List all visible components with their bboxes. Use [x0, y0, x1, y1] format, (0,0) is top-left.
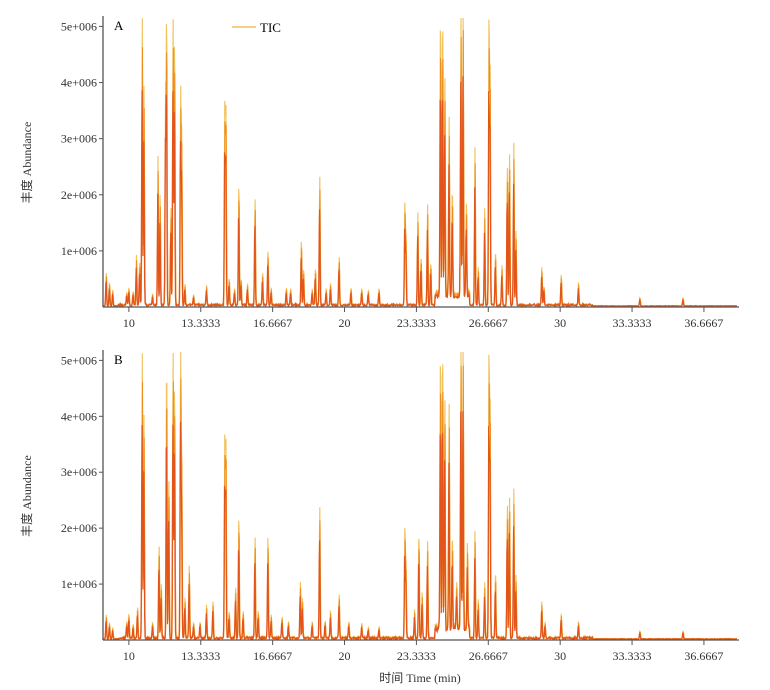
tic-trace-dark — [103, 76, 737, 307]
tic-trace-mid — [103, 365, 737, 640]
y-tick-label: 5e+006 — [61, 19, 97, 33]
x-tick-label: 26.6667 — [469, 316, 508, 330]
chart-panel-a: 1e+006 2e+006 3e+006 4e+006 5e+006 10 13.3333 1… — [19, 16, 739, 330]
x-tick-label: 13.3333 — [181, 316, 220, 330]
panel-label: B — [114, 352, 123, 367]
x-tick-label: 13.3333 — [181, 649, 220, 663]
x-tick-label: 20 — [339, 649, 351, 663]
y-tick-label: 4e+006 — [61, 409, 97, 423]
x-axis-title: 时间 Time (min) — [379, 671, 461, 685]
x-tick-label: 36.6667 — [684, 649, 723, 663]
x-tick-label: 16.6667 — [253, 316, 292, 330]
y-tick-label: 3e+006 — [61, 132, 97, 146]
x-tick-label: 30 — [554, 649, 566, 663]
x-tick-label: 33.3333 — [613, 316, 652, 330]
x-tick-label: 10 — [123, 316, 135, 330]
x-tick-label: 16.6667 — [253, 649, 292, 663]
chart-panel-b: 1e+006 2e+006 3e+006 4e+006 5e+006 10 13.3333 1… — [19, 350, 739, 685]
y-tick-label: 1e+006 — [61, 577, 97, 591]
y-tick-label: 1e+006 — [61, 244, 97, 258]
x-tick-label: 10 — [123, 649, 135, 663]
legend-label: TIC — [260, 20, 281, 35]
y-tick-label: 4e+006 — [61, 76, 97, 90]
x-tick-label: 26.6667 — [469, 649, 508, 663]
tic-trace-dark — [103, 411, 737, 640]
tic-trace-mid — [103, 30, 737, 307]
panel-label: A — [114, 18, 124, 33]
y-axis-title: 丰度 Abundance — [19, 122, 34, 204]
x-tick-label: 33.3333 — [613, 649, 652, 663]
chart-legend: TIC — [232, 20, 281, 35]
x-tick-label: 36.6667 — [684, 316, 723, 330]
x-tick-label: 23.3333 — [397, 316, 436, 330]
y-tick-label: 2e+006 — [61, 521, 97, 535]
tic-series-trace — [103, 17, 737, 307]
tic-series-trace — [103, 351, 737, 640]
x-tick-label: 30 — [554, 316, 566, 330]
y-tick-label: 2e+006 — [61, 188, 97, 202]
tic-trace-light — [103, 17, 737, 307]
y-axis-title: 丰度 Abundance — [19, 455, 34, 537]
y-tick-label: 5e+006 — [61, 353, 97, 367]
y-tick-label: 3e+006 — [61, 465, 97, 479]
x-tick-label: 20 — [339, 316, 351, 330]
x-tick-label: 23.3333 — [397, 649, 436, 663]
